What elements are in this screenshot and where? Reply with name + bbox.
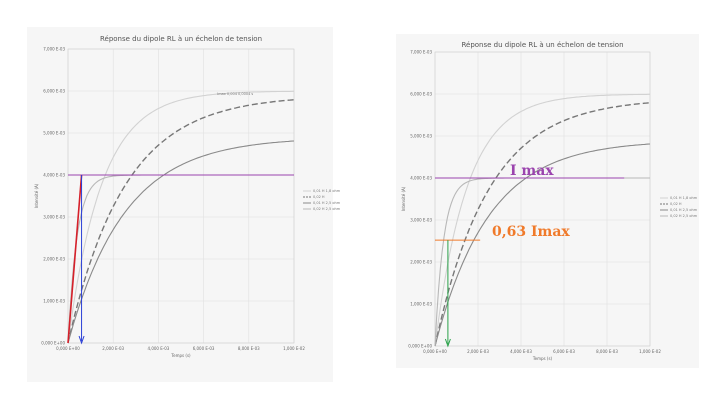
left-xtick-label: 4,000 E-03 bbox=[148, 346, 170, 351]
left-xtick-label: 6,000 E-03 bbox=[193, 346, 215, 351]
left-ytick-label: 7,000 E-03 bbox=[43, 47, 65, 52]
left-plot-frame bbox=[67, 48, 295, 344]
right-legend-entry: 0,02 H 2,5 ohm bbox=[670, 214, 698, 218]
right-legend-entry: 0,01 H 1,8 ohm bbox=[670, 196, 698, 200]
left-series-line-1 bbox=[67, 90, 294, 344]
left-legend-entry: 0,01 H 1,8 ohm bbox=[313, 189, 341, 193]
right-ytick-label: 5,000 E-03 bbox=[410, 134, 432, 139]
chart-left-svg: Réponse du dipole RL à un échelon de ten… bbox=[34, 35, 341, 358]
right-xtick-label: 4,000 E-03 bbox=[510, 349, 532, 354]
left-ytick-label: 2,000 E-03 bbox=[43, 257, 65, 262]
left-xtick-label: 2,000 E-03 bbox=[102, 346, 124, 351]
left-ylabel: Intensité (A) bbox=[34, 183, 39, 208]
right-ytick-label: 6,000 E-03 bbox=[410, 92, 432, 97]
right-xtick-label: 6,000 E-03 bbox=[553, 349, 575, 354]
right-xtick-label: 1,000 E-02 bbox=[639, 349, 661, 354]
left-legend-entry: 0,02 H bbox=[313, 195, 325, 199]
left-ytick-label: 1,000 E-03 bbox=[43, 299, 65, 304]
right-ytick-label: 4,000 E-03 bbox=[410, 176, 432, 181]
left-series-line-3 bbox=[67, 140, 295, 344]
right-xlabel: Temps (s) bbox=[532, 356, 553, 361]
left-legend-entry: 0,01 H 2,5 ohm bbox=[313, 201, 341, 205]
right-plot-frame bbox=[434, 51, 651, 347]
right-series-line-3 bbox=[434, 143, 651, 347]
right-legend-entry: 0,01 H 2,5 ohm bbox=[670, 208, 698, 212]
left-series-line-2 bbox=[67, 99, 295, 344]
left-xtick-label: 0,000 E+00 bbox=[56, 346, 80, 351]
right-series-line-2 bbox=[434, 102, 651, 347]
left-tau-arrowhead bbox=[78, 335, 85, 345]
right-imax-label: I max bbox=[510, 163, 554, 179]
right-title: Réponse du dipole RL à un échelon de ten… bbox=[461, 41, 623, 49]
right-ylabel: Intensité (A) bbox=[401, 186, 406, 211]
right-xtick-label: 0,000 E+00 bbox=[423, 349, 447, 354]
right-xtick-label: 8,000 E-03 bbox=[596, 349, 618, 354]
left-ytick-label: 3,000 E-03 bbox=[43, 215, 65, 220]
left-tangent-line bbox=[67, 174, 83, 344]
left-xtick-label: 8,000 E-03 bbox=[238, 346, 260, 351]
right-ytick-label: 3,000 E-03 bbox=[410, 218, 432, 223]
right-legend-entry: 0,02 H bbox=[670, 202, 682, 206]
chart-left: Réponse du dipole RL à un échelon de ten… bbox=[27, 27, 341, 382]
right-tau-arrowhead bbox=[444, 338, 451, 348]
right-ytick-label: 1,000 E-03 bbox=[410, 302, 432, 307]
left-ytick-label: 0,000 E+00 bbox=[41, 341, 65, 346]
right-series-line-1 bbox=[434, 93, 650, 347]
right-ytick-label: 0,000 E+00 bbox=[408, 344, 432, 349]
left-ytick-label: 5,000 E-03 bbox=[43, 131, 65, 136]
chart-right: Réponse du dipole RL à un échelon de ten… bbox=[396, 34, 699, 368]
right-xtick-label: 2,000 E-03 bbox=[467, 349, 489, 354]
left-ytick-label: 4,000 E-03 bbox=[43, 173, 65, 178]
left-title: Réponse du dipole RL à un échelon de ten… bbox=[100, 35, 262, 43]
right-ytick-label: 7,000 E-03 bbox=[410, 50, 432, 55]
chart-right-svg: Réponse du dipole RL à un échelon de ten… bbox=[401, 41, 698, 361]
left-xtick-label: 1,000 E-02 bbox=[283, 346, 305, 351]
left-legend-entry: 0,02 H 2,5 ohm bbox=[313, 207, 341, 211]
left-xlabel: Temps (s) bbox=[170, 353, 191, 358]
right-063-label: 0,63 Imax bbox=[492, 224, 570, 240]
left-ytick-label: 6,000 E-03 bbox=[43, 89, 65, 94]
right-ytick-label: 2,000 E-03 bbox=[410, 260, 432, 265]
left-series-label: Imax 0,004 0,0004 s bbox=[217, 92, 253, 96]
